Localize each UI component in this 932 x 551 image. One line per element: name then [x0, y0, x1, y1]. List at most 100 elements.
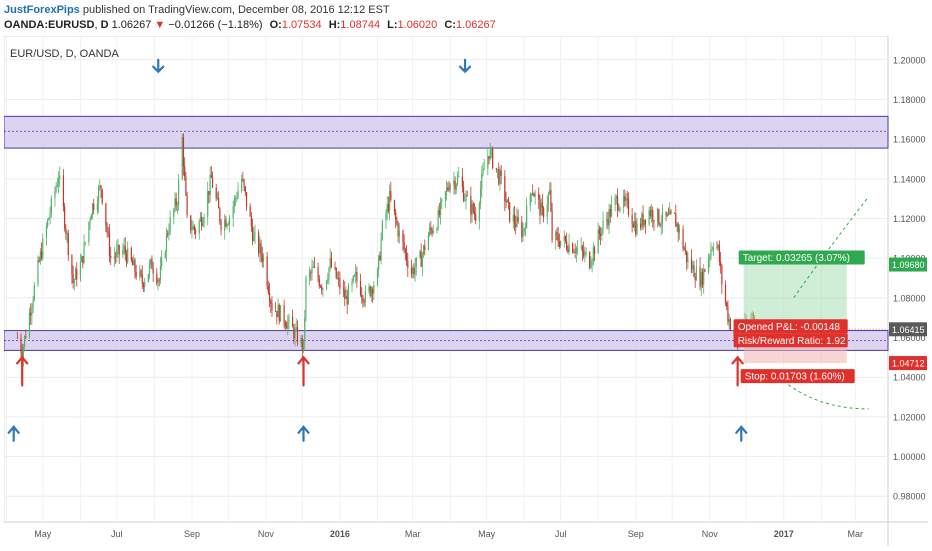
down-triangle-icon: ▼: [154, 19, 166, 31]
high-value: 1.08744: [340, 19, 381, 31]
low-value: 1.06020: [397, 19, 438, 31]
author-link[interactable]: JustForexPips: [4, 4, 80, 16]
candle-body: [363, 301, 365, 303]
candle-body: [250, 216, 252, 227]
candle-body: [447, 187, 449, 190]
candle-body: [347, 285, 349, 305]
candle-body: [55, 186, 57, 191]
candle-body: [550, 189, 552, 211]
candle-body: [623, 195, 625, 208]
candle-body: [193, 226, 195, 230]
publish-header: JustForexPips published on TradingView.c…: [4, 4, 390, 16]
candle-body: [106, 225, 108, 233]
candle-body: [266, 256, 268, 286]
candle-body: [40, 251, 43, 259]
candle-body: [489, 149, 491, 159]
candle-body: [633, 220, 636, 228]
candle-body: [585, 252, 587, 254]
candle-body: [546, 204, 548, 218]
candle-body: [73, 279, 75, 283]
candle-body: [420, 251, 422, 267]
candle-body: [690, 258, 693, 270]
candle-body: [580, 246, 582, 248]
candle-body: [352, 275, 354, 282]
candle-body: [76, 269, 78, 280]
candle-body: [127, 248, 129, 263]
candle-body: [573, 251, 575, 253]
candle-body: [608, 209, 610, 226]
candle-body: [466, 195, 468, 196]
candle-body: [293, 327, 295, 339]
candle-body: [616, 196, 619, 210]
candle-body: [32, 299, 34, 308]
candle-body: [194, 229, 197, 234]
candle-body: [370, 288, 373, 296]
candle-body: [717, 244, 719, 248]
candle-body: [56, 184, 58, 187]
price-chart[interactable]: 1.200001.180001.160001.140001.120001.100…: [3, 35, 928, 546]
candle-body: [284, 322, 286, 327]
candle-body: [471, 203, 473, 215]
candle-body: [261, 254, 263, 262]
candle-body: [490, 148, 493, 150]
chart-frame[interactable]: 1.200001.180001.160001.140001.120001.100…: [3, 35, 928, 546]
candle-body: [321, 286, 323, 290]
candle-body: [673, 213, 676, 214]
candle-body: [666, 213, 668, 217]
candle-body: [699, 267, 701, 287]
candle-body: [67, 233, 69, 256]
candle-body: [533, 194, 535, 197]
candle-body: [362, 296, 364, 302]
candle-body: [405, 252, 408, 261]
candle-body: [593, 247, 596, 254]
candle-body: [88, 222, 90, 243]
candle-body: [336, 278, 339, 279]
candle-body: [609, 209, 611, 217]
candle-body: [422, 245, 425, 255]
candle-body: [721, 265, 723, 285]
candle-body: [581, 246, 584, 252]
candle-body: [635, 220, 637, 235]
low-label: L:: [387, 19, 398, 31]
candle-body: [427, 234, 430, 251]
x-tick-label: 2017: [774, 529, 794, 539]
candle-body: [500, 170, 502, 176]
symbol-label: EUR/USD, D, OANDA: [10, 48, 119, 60]
candle-body: [181, 137, 183, 180]
candle-body: [398, 230, 400, 237]
candle-body: [48, 218, 50, 220]
candle-body: [712, 247, 714, 250]
candle-body: [235, 198, 237, 200]
candle-body: [216, 198, 219, 199]
candle-body: [658, 209, 660, 225]
candle-body: [312, 266, 314, 268]
candle-body: [20, 337, 22, 353]
candle-body: [532, 193, 534, 195]
candle-body: [308, 272, 311, 278]
candle-body: [59, 175, 61, 179]
candle-body: [186, 195, 188, 216]
candle-body: [325, 280, 328, 289]
candle-body: [729, 319, 731, 330]
risk-reward-label: Risk/Reward Ratio: 1.92: [738, 336, 846, 347]
candle-body: [378, 255, 380, 270]
target-label-box: [738, 250, 865, 265]
opened-pnl-label-box: [733, 319, 848, 334]
candle-body: [203, 216, 205, 224]
x-tick-label: Mar: [405, 529, 421, 539]
candle-body: [39, 251, 41, 262]
y-tick-label: 1.04000: [893, 373, 926, 383]
candle-body: [572, 243, 574, 253]
candle-body: [278, 305, 280, 322]
candle-body: [244, 186, 246, 193]
target-area: [743, 264, 847, 330]
candle-body: [276, 311, 278, 318]
x-tick-label: Sep: [628, 529, 644, 539]
candle-body: [124, 245, 126, 254]
candle-body: [615, 196, 617, 198]
candle-body: [632, 224, 634, 228]
candle-body: [379, 255, 381, 260]
target-label: Target: 0.03265 (3.07%): [743, 253, 850, 264]
candle-body: [345, 296, 347, 299]
candle-body: [526, 205, 528, 229]
